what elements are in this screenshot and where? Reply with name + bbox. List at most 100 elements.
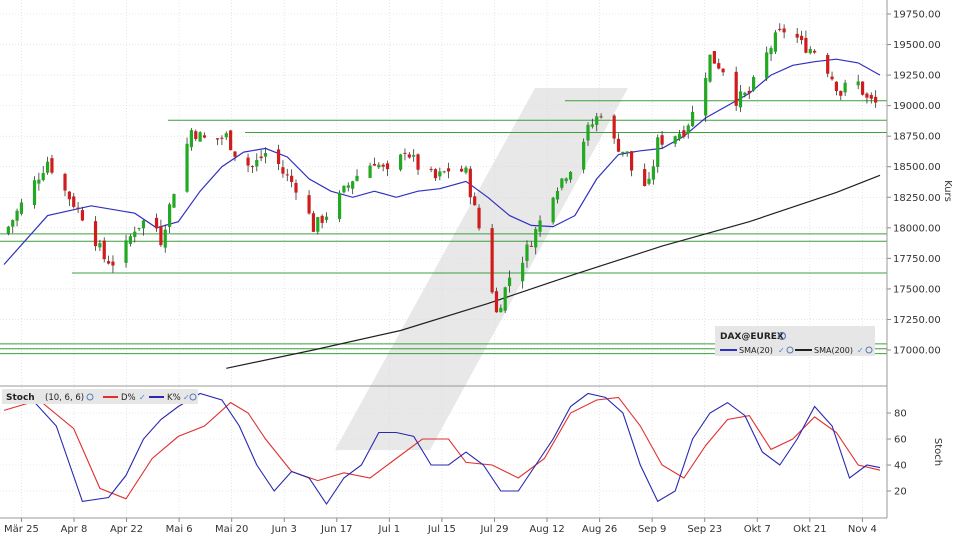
stoch-label-d: D%	[121, 393, 136, 403]
legend-check-icon[interactable]: ✓	[857, 346, 864, 355]
candle-body	[473, 196, 477, 206]
candle-body	[106, 261, 111, 264]
candle-body	[281, 167, 285, 174]
candle-body	[346, 185, 350, 188]
candle-body	[629, 151, 634, 171]
candle-body	[773, 32, 778, 52]
candle-body	[564, 178, 568, 182]
legend-check-icon[interactable]: ✓	[778, 346, 785, 355]
legend-settings-icon[interactable]	[865, 346, 873, 354]
x-axis: Mär 25 Apr 8 Apr 22 Mai 6 Mai 20 Jun 3 Jun 17 J…	[4, 518, 877, 535]
candle-body	[660, 135, 664, 145]
candle-body	[477, 207, 481, 229]
candle-body	[647, 178, 651, 184]
stoch-check-icon[interactable]: ✓	[139, 393, 146, 402]
candle-body	[316, 217, 320, 232]
candle-body	[63, 173, 67, 191]
candle-body	[220, 137, 224, 139]
candle-body	[464, 167, 468, 173]
date-tick-label: Jul 15	[427, 524, 456, 535]
candle-body	[778, 28, 782, 30]
candle-body	[490, 228, 494, 293]
candle-body	[804, 37, 808, 53]
candle-body	[507, 277, 512, 287]
candle-body	[154, 217, 159, 229]
candle-body	[403, 152, 407, 154]
price-axis: 17000.00 17250.00 17500.00 17750.00 18000.00…	[887, 10, 941, 357]
price-tick-label: 19500.00	[893, 40, 941, 51]
candle-body	[686, 125, 690, 134]
price-tick-label: 18250.00	[893, 193, 941, 204]
stoch-d-line	[3, 396, 881, 500]
candle-body	[377, 164, 381, 168]
candle-body	[407, 154, 411, 158]
candle-body	[555, 191, 560, 200]
candle-body	[311, 213, 316, 232]
candle-body	[215, 138, 220, 140]
candle-body	[416, 154, 420, 170]
sma-lines	[3, 58, 881, 369]
candle-body	[643, 169, 647, 187]
price-tick-label: 18000.00	[893, 223, 941, 234]
candle-body	[586, 124, 590, 141]
candle-body	[37, 179, 41, 184]
candle-body	[651, 166, 655, 180]
candle-body	[795, 33, 799, 38]
date-tick-label: Mai 20	[215, 524, 248, 535]
candle-body	[93, 221, 98, 247]
candle-body	[255, 159, 259, 167]
stoch-k-line	[3, 392, 881, 505]
stoch-legend-title: Stoch	[6, 393, 35, 403]
price-tick-label: 19250.00	[893, 71, 941, 82]
candle-body	[621, 151, 625, 154]
date-tick-label: Sep 9	[638, 524, 666, 535]
candle-body	[429, 168, 433, 170]
candle-body	[717, 63, 721, 69]
candle-body	[834, 81, 839, 92]
candle-body	[141, 220, 146, 229]
candle-body	[45, 161, 50, 173]
candle-body	[656, 137, 660, 167]
candle-body	[743, 92, 747, 96]
candle-body	[163, 229, 167, 248]
candle-body	[860, 81, 865, 95]
candle-body	[98, 243, 102, 248]
candle-body	[765, 52, 769, 79]
stoch-label-k: K%	[167, 393, 181, 403]
candle-body	[682, 130, 686, 137]
candle-body	[595, 116, 599, 125]
stoch-check-icon[interactable]: ✓	[183, 393, 190, 402]
date-tick-label: Mär 25	[4, 524, 39, 535]
candle-body	[782, 28, 786, 33]
legend-settings-icon[interactable]	[786, 346, 794, 354]
candle-body	[32, 180, 37, 205]
candle-body	[747, 90, 751, 94]
price-tick-label: 17250.00	[893, 315, 941, 326]
candle-body	[290, 175, 294, 182]
candle-body	[398, 154, 403, 170]
candle-body	[499, 307, 503, 313]
candles	[6, 23, 878, 314]
candle-body	[351, 181, 355, 189]
candle-body	[708, 54, 712, 82]
stoch-settings-icon[interactable]	[189, 393, 197, 401]
stoch-axis: 20 40 60 80	[887, 409, 907, 498]
candle-body	[874, 96, 878, 103]
candle-body	[712, 51, 716, 64]
price-legend: DAX@EUREX SMA(20) ✓ SMA(200) ✓	[715, 326, 875, 356]
date-tick-label: Apr 22	[110, 524, 143, 535]
stoch-settings-icon[interactable]	[86, 393, 94, 401]
candle-body	[229, 130, 233, 151]
candle-body	[19, 202, 24, 214]
stoch-axis-label: Stoch	[932, 438, 943, 466]
date-tick-label: Jul 1	[378, 524, 401, 535]
candle-body	[551, 197, 555, 223]
legend-label-sma200: SMA(200)	[814, 346, 853, 355]
date-tick-label: Sep 23	[687, 524, 722, 535]
candle-body	[198, 132, 202, 142]
legend-settings-icon[interactable]	[777, 331, 787, 341]
candle-body	[433, 169, 438, 179]
